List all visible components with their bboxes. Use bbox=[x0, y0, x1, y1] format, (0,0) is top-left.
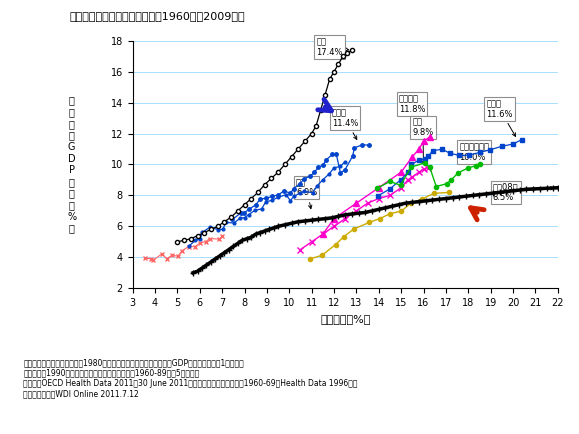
X-axis label: 高齢化率（%）: 高齢化率（%） bbox=[320, 313, 371, 323]
Text: 高齢化とともに高まる医療費（1960年〜2009年）: 高齢化とともに高まる医療費（1960年〜2009年） bbox=[69, 11, 245, 21]
Text: スウェーデン
10.0%: スウェーデン 10.0% bbox=[459, 142, 489, 164]
Text: （注）韓国のデータ開始年は1980年。図中の値は最新年の医療費対GDP比率（日本のみ1年前）。
　　ドイツ1990年以前は西ドイツの値。フランス1960-89年: （注）韓国のデータ開始年は1980年。図中の値は最新年の医療費対GDP比率（日本… bbox=[23, 358, 358, 398]
Text: フランス
11.8%: フランス 11.8% bbox=[399, 95, 426, 133]
Text: 英国
9.8%: 英国 9.8% bbox=[412, 118, 434, 164]
Text: ドイツ
11.6%: ドイツ 11.6% bbox=[486, 99, 515, 136]
Y-axis label: 医
療
費
対
G
D
P
比
率
（
%
）: 医 療 費 対 G D P 比 率 （ % ） bbox=[67, 95, 76, 233]
Text: 日本08年
8.5%: 日本08年 8.5% bbox=[493, 183, 554, 202]
Text: カナダ
11.4%: カナダ 11.4% bbox=[332, 108, 358, 139]
Text: 韓国
6.9%: 韓国 6.9% bbox=[296, 178, 317, 209]
Text: 米国
17.4%: 米国 17.4% bbox=[316, 37, 349, 56]
